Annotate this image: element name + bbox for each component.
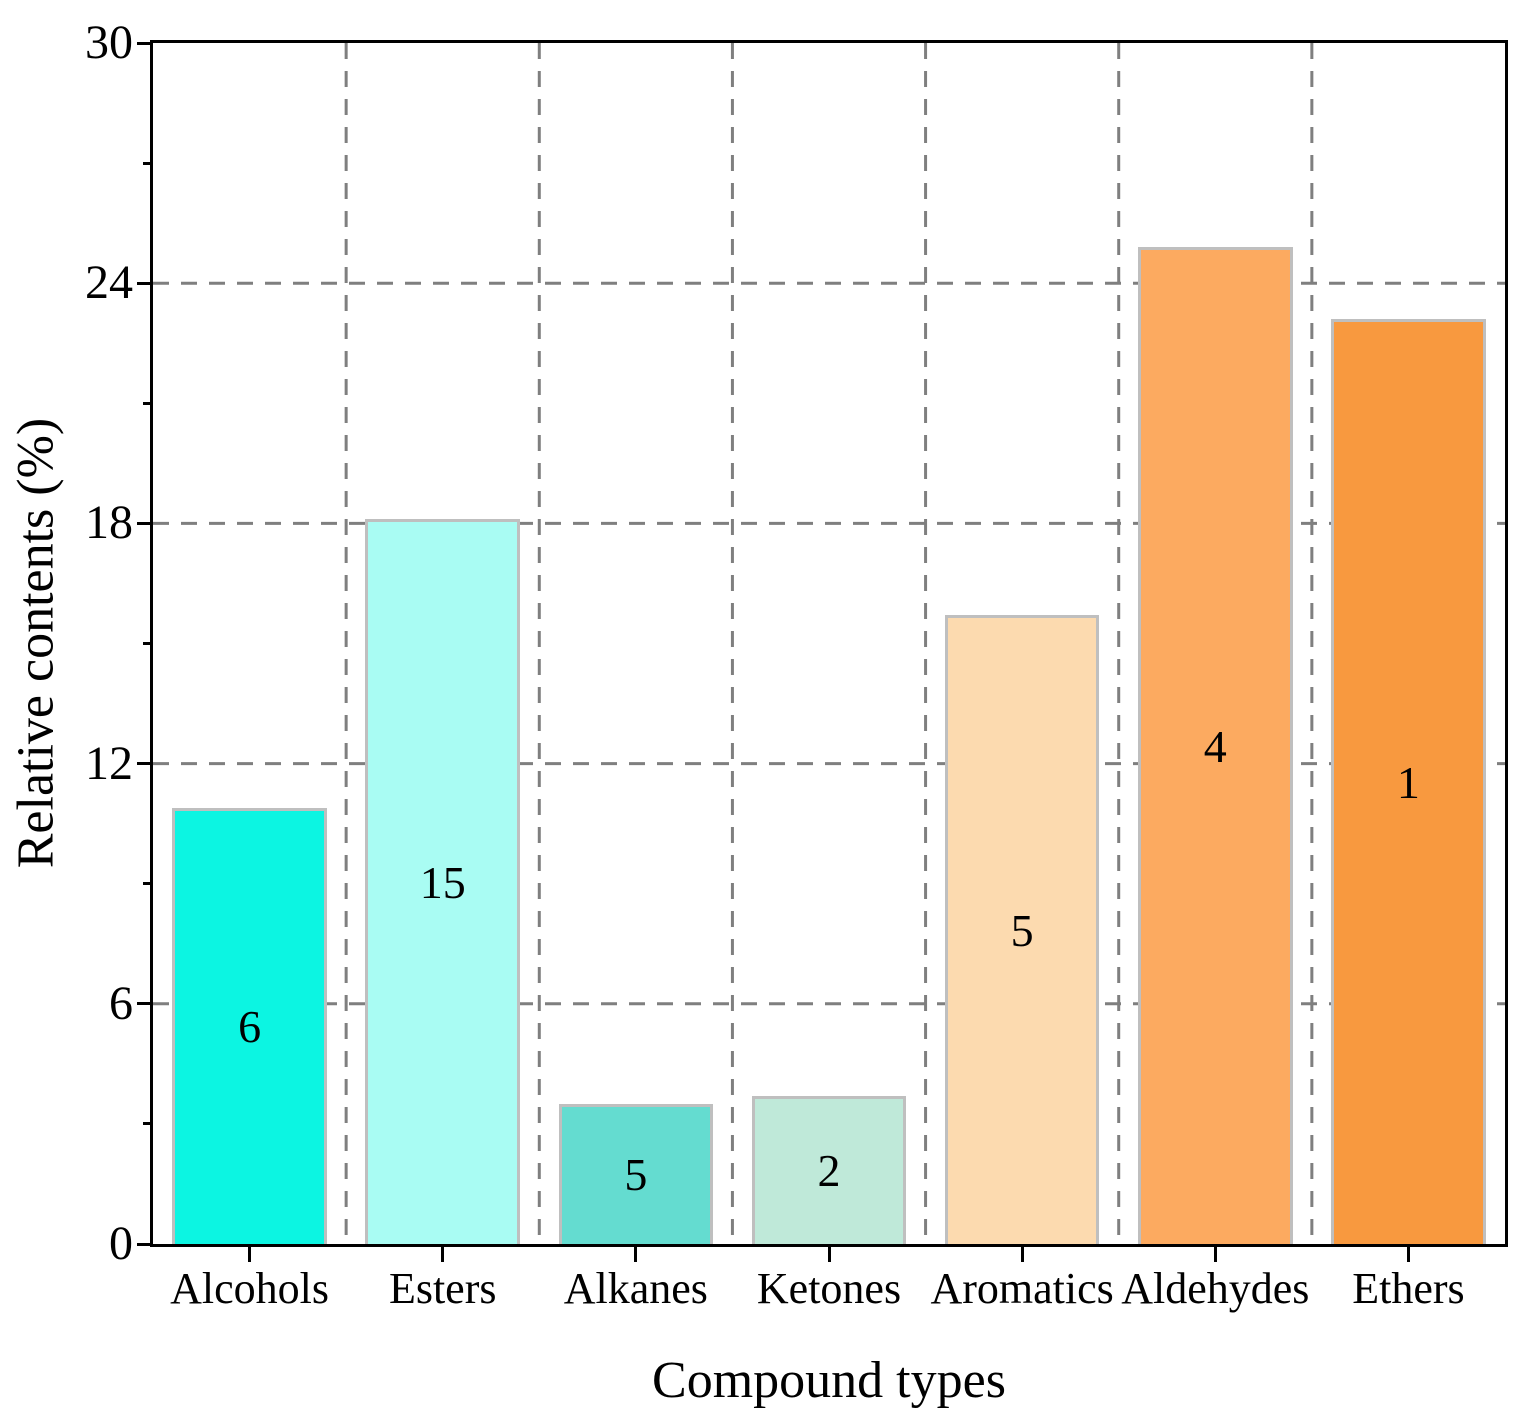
y-axis-tick-label: 0 — [109, 1217, 133, 1270]
x-axis-tick — [441, 1247, 445, 1262]
bar-value-label: 15 — [419, 857, 466, 909]
x-axis-category-label: Alkanes — [563, 1264, 708, 1313]
x-axis-category-label: Esters — [388, 1264, 497, 1313]
y-axis-tick-label: 6 — [109, 976, 133, 1030]
y-axis-major-tick — [137, 762, 150, 766]
y-axis-minor-tick — [143, 642, 150, 645]
bar-ketones: 2 — [751, 1095, 907, 1244]
x-axis-category-label: Alcohols — [170, 1264, 330, 1313]
bar-alcohols: 6 — [172, 807, 327, 1244]
y-axis-major-tick — [137, 281, 150, 285]
y-axis-minor-tick — [143, 161, 150, 165]
bar-value-label: 5 — [1010, 905, 1034, 957]
bar-value-label: 6 — [238, 1001, 262, 1053]
bar-ethers: 1 — [1331, 319, 1486, 1244]
y-axis-minor-tick — [143, 1122, 150, 1126]
x-axis-tick — [827, 1247, 831, 1262]
x-axis-tick — [248, 1247, 252, 1262]
bar-aromatics: 5 — [944, 615, 1100, 1244]
x-axis-tick — [1406, 1247, 1410, 1262]
bar-value-label: 4 — [1203, 721, 1227, 773]
x-axis-tick — [634, 1247, 638, 1262]
bar-value-label: 1 — [1396, 757, 1420, 809]
y-axis-major-tick — [137, 41, 150, 45]
x-axis-category-label: Ethers — [1352, 1264, 1465, 1313]
bar-value-label: 2 — [817, 1145, 841, 1197]
x-axis-category-label: Aldehydes — [1121, 1264, 1310, 1313]
bar-value-label: 5 — [624, 1149, 648, 1201]
bar-esters: 15 — [365, 519, 520, 1244]
x-axis-tick — [1213, 1247, 1217, 1262]
gridlines — [153, 43, 1505, 1244]
x-axis-category-label: Ketones — [756, 1264, 902, 1313]
y-axis-major-tick — [137, 521, 150, 525]
y-axis-tick-label: 24 — [85, 256, 133, 310]
x-axis-tick — [1020, 1247, 1024, 1262]
y-axis-minor-tick — [143, 882, 150, 886]
y-axis-tick-label: 12 — [85, 736, 133, 790]
y-axis-tick-label: 30 — [85, 16, 133, 69]
bar-aldehydes: 4 — [1138, 247, 1293, 1244]
y-axis-major-tick — [137, 1002, 150, 1006]
x-axis-title: Compound types — [652, 1352, 1006, 1409]
y-axis-tick-label: 18 — [85, 496, 133, 550]
bar-alkanes: 5 — [558, 1103, 714, 1244]
x-axis-category-label: Aromatics — [930, 1264, 1114, 1313]
y-axis-major-tick — [137, 1242, 150, 1246]
y-axis-title: Relative contents (%) — [7, 417, 65, 869]
plot-area: 6 15 5 2 5 4 1 0 6 12 18 24 30 Alcohols Esters Alkanes K… — [85, 16, 1508, 1313]
y-axis-minor-tick — [143, 401, 150, 405]
